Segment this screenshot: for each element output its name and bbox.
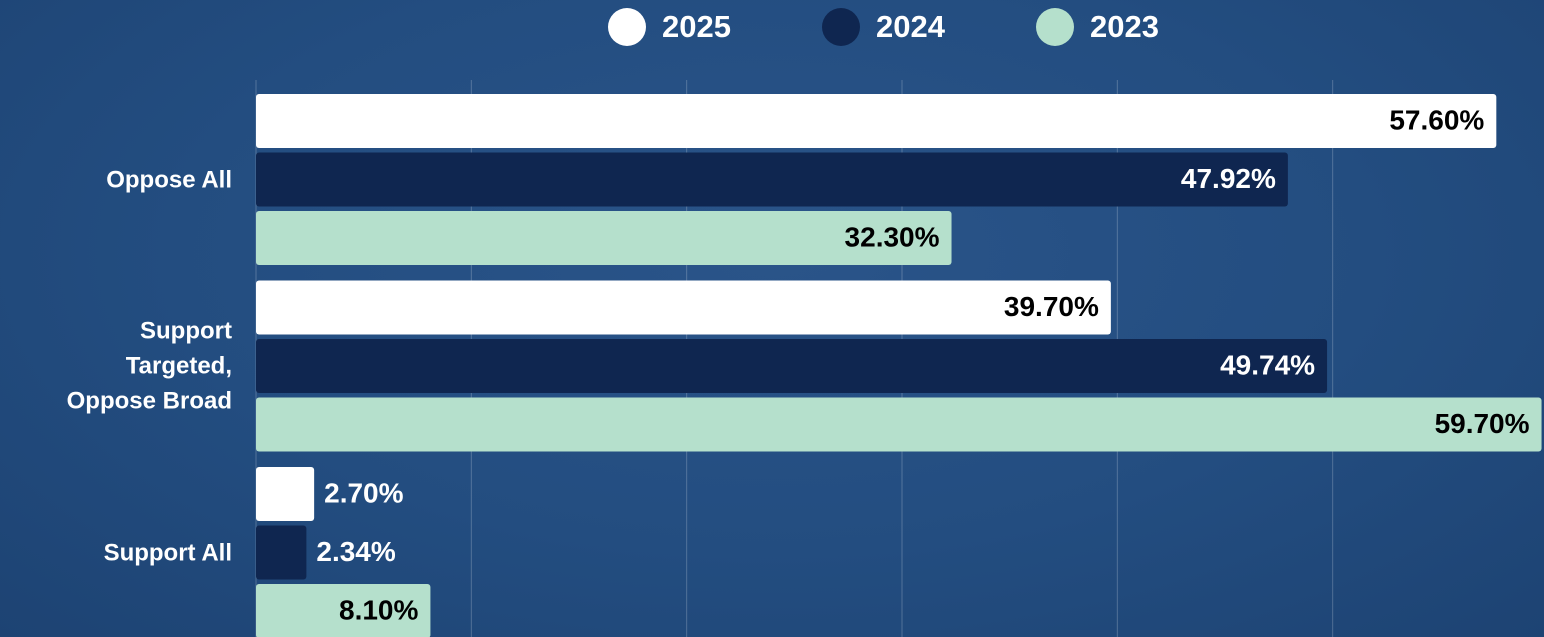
data-label: 49.74% (1220, 349, 1315, 380)
bar (256, 211, 952, 265)
legend-label: 2025 (662, 9, 731, 44)
category-label: Support All (103, 539, 232, 566)
legend-label: 2023 (1090, 9, 1159, 44)
legend-label: 2024 (876, 9, 946, 44)
bar (256, 525, 307, 580)
data-label: 59.70% (1435, 408, 1530, 439)
data-label: 32.30% (845, 221, 940, 252)
legend-swatch (822, 8, 860, 46)
category-label: Support Targeted, Oppose Broad (66, 317, 232, 415)
bar (256, 467, 315, 521)
data-label: 8.10% (339, 594, 418, 625)
data-label: 2.34% (316, 536, 395, 567)
legend-swatch (1036, 8, 1074, 46)
legend-swatch (608, 8, 646, 46)
data-label: 39.70% (1004, 291, 1099, 322)
bar (256, 339, 1328, 393)
bar (256, 397, 1542, 452)
data-label: 57.60% (1389, 104, 1484, 135)
bar (256, 584, 431, 637)
category-label: Oppose All (106, 166, 232, 193)
bar (256, 152, 1288, 207)
data-label: 47.92% (1181, 163, 1276, 194)
bar (256, 280, 1111, 335)
bar (256, 94, 1497, 148)
data-label: 2.70% (324, 477, 403, 508)
